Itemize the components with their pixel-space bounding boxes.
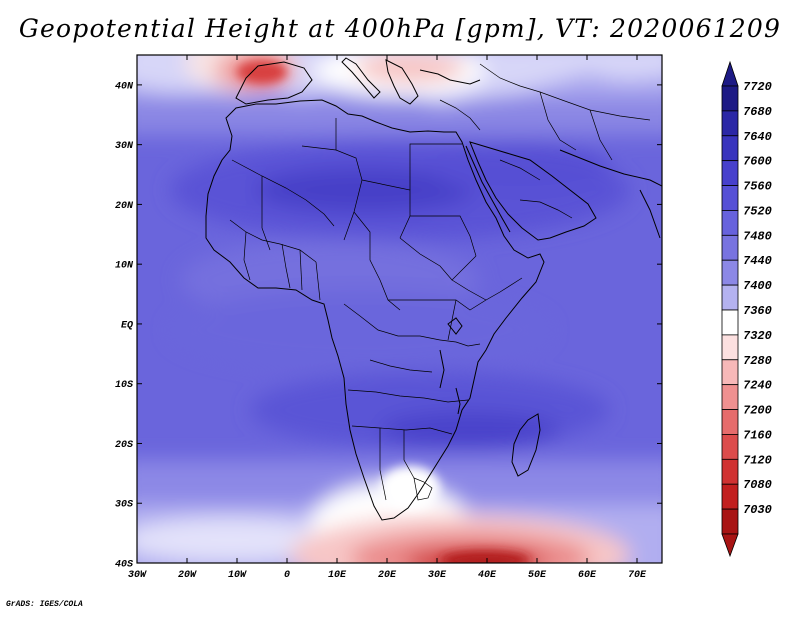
longitude-ticks: 30W 20W 10W 0 10E 20E 30E 40E 50E 60E 70E [128,55,647,581]
colorbar-label: 7600 [743,155,772,169]
lat-tick-label: 30N [115,141,134,152]
colorbar-swatch [721,334,739,361]
colorbar-label: 7640 [743,130,772,144]
colorbar-label: 7200 [743,404,772,418]
colorbar-label: 7720 [743,80,772,94]
colorbar-swatch [721,483,739,510]
lon-tick-label: 30E [428,570,447,581]
lon-tick-label: 50E [528,570,547,581]
lon-tick-label: 20W [178,570,197,581]
colorbar-arrow-top [721,60,739,87]
map-title: Geopotential Height at 400hPa [gpm], VT:… [18,14,782,43]
geopotential-height-field [137,55,662,563]
colorbar-swatch [721,434,739,460]
colorbar-label: 7030 [743,503,772,517]
colorbar-swatch [721,508,739,535]
colorbar-swatch [721,409,739,435]
colorbar-label: 7360 [743,304,772,318]
colorbar-swatch [721,160,739,186]
colorbar-label: 7560 [743,180,772,194]
colorbar-swatch [721,359,739,386]
coastlines [205,57,662,521]
lon-tick-label: 10W [228,570,247,581]
lon-tick-label: 0 [284,570,290,581]
lat-tick-label: 10S [115,380,133,391]
colorbar-swatch [721,234,739,261]
colorbar-swatch [721,309,739,336]
colorbar-label: 7080 [743,478,772,492]
lat-tick-label: 40N [115,81,134,92]
colorbar-label: 7680 [743,105,772,119]
colorbar-label: 7400 [743,279,772,293]
colorbar-swatch [721,110,739,137]
colorbar-label: 7240 [743,379,772,393]
colorbar-label: 7120 [743,453,772,467]
colorbar: 7720 7680 7640 7600 7560 7520 7480 7440 7400 7360… [721,60,772,558]
colorbar-label: 7280 [743,354,772,368]
colorbar-swatch [721,185,739,211]
colorbar-swatch [721,384,739,410]
colorbar-swatch [721,85,739,112]
lon-tick-label: 70E [628,570,647,581]
lon-tick-label: 40E [478,570,497,581]
colorbar-swatch [721,458,739,485]
colorbar-arrow-bottom [721,533,739,558]
lon-tick-label: 60E [578,570,597,581]
lon-tick-label: 30W [128,570,147,581]
colorbar-label: 7520 [743,204,772,218]
colorbar-label: 7440 [743,254,772,268]
lon-tick-label: 10E [328,570,347,581]
colorbar-label: 7480 [743,229,772,243]
colorbar-label: 7160 [743,428,772,442]
colorbar-swatch [721,259,739,286]
lat-tick-label: 30S [115,500,133,511]
colorbar-swatch [721,284,739,311]
colorbar-label: 7320 [743,329,772,343]
lat-tick-label: 10N [115,261,134,272]
lat-tick-label: 20N [115,201,134,212]
lat-tick-label: 20S [115,440,133,451]
colorbar-swatch [721,210,739,236]
lat-tick-label: EQ [121,320,133,331]
lat-tick-label: 40S [115,560,133,571]
colorbar-swatch [721,135,739,162]
lon-tick-label: 20E [378,570,397,581]
country-borders [229,63,651,501]
credit-text: GrADS: IGES/COLA [6,600,83,609]
latitude-ticks: 40N 30N 20N 10N EQ 10S 20S 30S 40S [115,81,662,571]
